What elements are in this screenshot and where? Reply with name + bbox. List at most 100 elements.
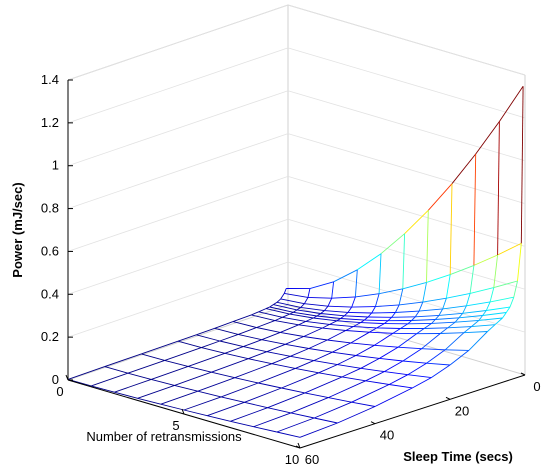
y-tick-label-1: 20: [455, 403, 469, 418]
mesh-line-x7-y0: [449, 183, 453, 275]
mesh-line-y15-x4: [160, 403, 185, 411]
mesh-line-x6-y7: [392, 328, 401, 334]
y-tick-0: [520, 372, 526, 376]
mesh-line-x5-y1: [398, 288, 404, 306]
mesh-line-y6-x0: [265, 308, 290, 315]
mesh-line-x10-y8: [468, 331, 488, 351]
mesh-line-x2-y11: [224, 346, 244, 354]
mesh-line-x9-y6: [471, 320, 480, 327]
mesh-line-x5-y5: [384, 320, 389, 324]
mesh-line-y11-x5: [313, 360, 338, 366]
mesh-line-y7-x1: [282, 316, 306, 322]
mesh-line-y6-x9: [478, 317, 503, 321]
mesh-line-y10-x4: [308, 348, 333, 353]
mesh-line-x6-y2: [418, 301, 424, 312]
mesh-line-y1-x0: [284, 292, 309, 298]
mesh-line-y9-x4: [327, 339, 351, 344]
mesh-line-x8-y4: [458, 313, 464, 319]
tick-labels: 0 0.2 0.4 0.6 0.8 1 1.2 1.4 0 5 10 0 20 40 60: [41, 72, 541, 467]
mesh-line-x8-y6: [447, 321, 456, 329]
mesh-line-y12-x6: [318, 372, 343, 378]
mesh-line-x1-y10: [219, 333, 239, 342]
mesh-line-x6-y1: [422, 282, 427, 303]
mesh-line-y13-x6: [281, 387, 305, 394]
mesh-line-x8-y0: [473, 153, 477, 266]
mesh-line-x2-y8: [280, 324, 299, 333]
mesh-line-y11-x1: [219, 340, 244, 348]
mesh-line-x2-y5: [313, 315, 318, 319]
x-tick-label-1: 5: [172, 418, 179, 433]
mesh-line-x0-y2: [276, 298, 282, 303]
mesh-line-x6-y5: [407, 320, 412, 325]
mesh-line-y2-x5: [399, 301, 423, 306]
mesh-line-y9-x2: [280, 331, 304, 337]
mesh-line-x9-y5: [478, 315, 483, 321]
mesh-line-x0-y5: [265, 306, 270, 310]
mesh-line-y6-x2: [313, 317, 337, 322]
mesh-line-x7-y8: [397, 333, 417, 348]
mesh-line-x6-y3: [414, 310, 420, 318]
mesh-line-x10-y0: [520, 86, 524, 244]
mesh-line-x10-y4: [505, 306, 511, 313]
mesh-line-y15-x1: [91, 385, 115, 393]
mesh-line-y12-x9: [389, 384, 413, 389]
mesh-line-y9-x9: [445, 349, 469, 351]
mesh-line-y14-x0: [104, 366, 129, 374]
mesh-line-x10-y5: [502, 312, 507, 319]
mesh-line-x8-y8: [421, 333, 441, 350]
mesh-line-x7-y4: [434, 315, 440, 320]
mesh-line-x7-y3: [438, 308, 444, 316]
mesh-line-x7-y9: [379, 346, 399, 359]
mesh-line-x2-y3: [320, 310, 325, 314]
mesh-line-y6-x4: [360, 322, 385, 325]
grid-line-z-6-1: [287, 47, 526, 119]
x-tick-2: [297, 442, 301, 449]
mesh-line-x3-y8: [303, 327, 323, 337]
mesh-line-y13-x4: [234, 377, 259, 384]
mesh-line-x9-y0: [497, 121, 500, 256]
mesh-line-y5-x8: [458, 315, 483, 319]
mesh-line-x5-y12: [258, 367, 296, 384]
z-axis-label: Power (mJ/sec): [10, 182, 25, 277]
mesh-line-x1-y2: [300, 303, 305, 308]
mesh-line-x0-y1: [280, 293, 285, 300]
mesh-line-y0-x5: [404, 209, 429, 235]
mesh-line-x4-y7: [345, 326, 354, 331]
grid-line-z-2-0: [67, 218, 289, 295]
mesh-line-y7-x8: [447, 326, 472, 329]
mesh-line-x5-y10: [313, 351, 333, 362]
mesh-line-y3-x2: [324, 310, 349, 313]
mesh-line-x10-y14: [299, 422, 338, 438]
grid-line-z-6-0: [67, 47, 289, 124]
mesh-line-x3-y2: [347, 306, 353, 313]
mesh-line-y8-x1: [274, 320, 299, 326]
mesh-line-y9-x7: [397, 346, 422, 350]
mesh-line-x0-y11: [177, 334, 197, 342]
mesh-line-x4-y1: [374, 293, 380, 307]
mesh-line-y13-x9: [351, 401, 376, 407]
mesh-line-y0-x3: [357, 253, 382, 271]
mesh-line-x9-y13: [314, 401, 352, 419]
mesh-line-x1-y6: [282, 313, 290, 318]
mesh-line-x9-y1: [493, 254, 499, 288]
grid-line-z-4-0: [67, 133, 289, 209]
mesh-line-y11-x8: [384, 371, 408, 376]
mesh-line-x1-y11: [201, 340, 220, 349]
mesh-line-x5-y14: [183, 396, 222, 411]
mesh-line-x4-y8: [327, 330, 347, 341]
mesh-line-y9-x6: [374, 344, 399, 348]
mesh-line-x1-y7: [274, 316, 283, 322]
mesh-line-x8-y10: [384, 360, 404, 372]
mesh-line-x9-y3: [485, 301, 491, 311]
mesh-line-y3-x0: [276, 301, 301, 308]
mesh-line-x9-y10: [407, 362, 427, 376]
mesh-line-y6-x1: [289, 313, 314, 319]
mesh-line-x4-y4: [364, 316, 369, 321]
mesh-line-x10-y6: [494, 317, 503, 326]
mesh-line-y0-x9: [499, 86, 524, 122]
mesh-line-x3-y1: [351, 296, 356, 308]
mesh-line-y14-x5: [220, 396, 245, 403]
mesh-line-x7-y2: [442, 298, 447, 310]
mesh-line-y14-x7: [267, 407, 291, 414]
mesh-line-y0-x2: [333, 269, 358, 283]
